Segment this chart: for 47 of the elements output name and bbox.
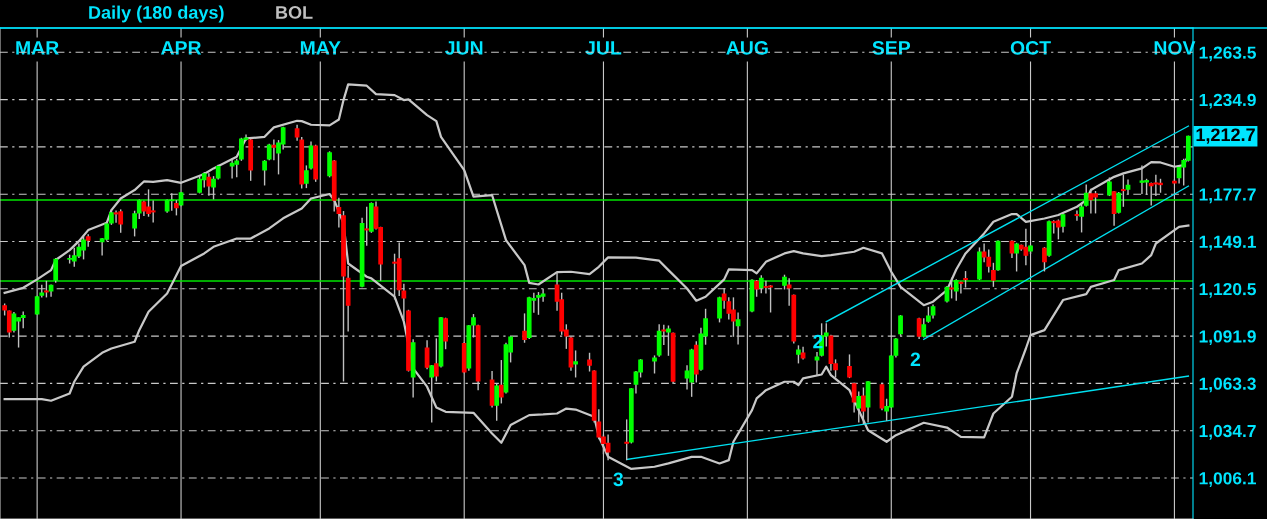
y-tick-label: 1,177.7	[1199, 188, 1256, 204]
candlestick	[540, 288, 546, 302]
candlestick	[118, 209, 124, 233]
y-tick-label: 1,091.9	[1199, 330, 1256, 346]
candlestick	[1093, 191, 1098, 214]
candlestick	[573, 350, 578, 378]
candlestick	[132, 210, 137, 237]
candlestick	[1074, 210, 1080, 221]
candlestick	[847, 354, 852, 379]
y-tick-label: 1,006.1	[1199, 472, 1256, 487]
candlestick	[958, 281, 964, 294]
x-tick-label: MAR	[16, 41, 59, 55]
y-tick-label: 1,263.5	[1199, 46, 1256, 62]
annotation: 1,212.7	[1196, 128, 1255, 144]
x-tick-label: JUN	[445, 41, 483, 55]
x-tick-label: OCT	[1010, 40, 1051, 55]
candlestick	[1125, 179, 1131, 195]
y-tick-label: 1,149.1	[1199, 235, 1256, 251]
x-tick-label: AUG	[726, 40, 768, 55]
x-tick-label: APR	[160, 41, 202, 55]
candlestick	[861, 387, 866, 425]
candlestick	[949, 277, 954, 299]
candlestick	[953, 279, 959, 301]
chart-subtitle: BOL	[276, 6, 313, 19]
y-tick-label: 1,034.7	[1199, 424, 1256, 440]
candlestick	[271, 139, 277, 161]
y-tick-label: 1,120.5	[1199, 282, 1256, 298]
chart-title: Daily (180 days)	[89, 5, 224, 23]
candlestick	[262, 160, 267, 186]
candlestick	[1079, 202, 1084, 233]
annotation: 3	[613, 472, 624, 487]
candlestick	[136, 199, 142, 219]
x-tick-label: MAY	[300, 41, 341, 55]
x-tick-label: SEP	[872, 40, 911, 55]
x-tick-label: JUL	[585, 41, 622, 55]
y-tick-label: 1,234.9	[1199, 93, 1256, 109]
candlestick	[856, 391, 862, 423]
candlestick	[53, 258, 59, 283]
candlestick	[1116, 192, 1122, 214]
candlestick	[113, 210, 119, 223]
annotation: 2	[910, 352, 921, 366]
candlestick	[304, 165, 309, 189]
y-tick-label: 1,063.3	[1199, 377, 1256, 393]
candlestick	[150, 200, 156, 223]
candlestick	[1088, 188, 1094, 214]
candlestick	[536, 292, 541, 315]
candlestick	[327, 151, 332, 178]
